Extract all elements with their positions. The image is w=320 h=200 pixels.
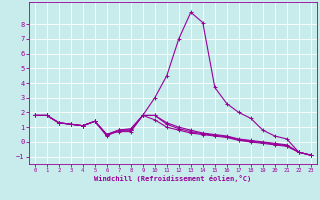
X-axis label: Windchill (Refroidissement éolien,°C): Windchill (Refroidissement éolien,°C) xyxy=(94,175,252,182)
